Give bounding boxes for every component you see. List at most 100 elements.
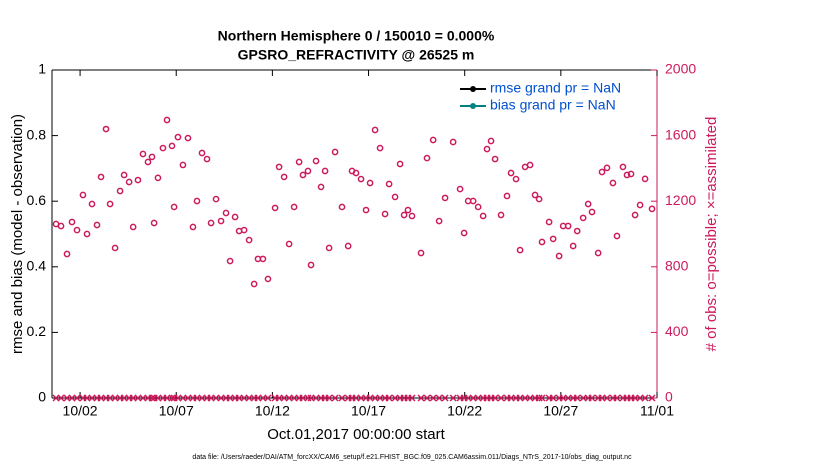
y2-tick-label: 400 xyxy=(665,323,689,339)
possible-marker xyxy=(198,149,206,157)
possible-marker xyxy=(579,214,587,222)
possible-marker xyxy=(116,187,124,195)
possible-marker xyxy=(396,160,404,168)
x-tick-label: 10/12 xyxy=(255,403,290,419)
possible-marker xyxy=(613,232,621,240)
assimilated-marker xyxy=(417,394,425,402)
x-axis-label: Oct.01,2017 00:00:00 start xyxy=(267,426,445,443)
possible-marker xyxy=(193,197,201,205)
possible-marker xyxy=(549,235,557,243)
possible-marker xyxy=(391,193,399,201)
possible-marker xyxy=(139,150,147,158)
assimilated-marker xyxy=(535,394,543,402)
possible-marker xyxy=(362,206,370,214)
possible-marker xyxy=(250,280,258,288)
chart-title: GPSRO_REFRACTIVITY @ 26525 m xyxy=(238,47,475,63)
assimilated-marker xyxy=(449,394,457,402)
possible-marker xyxy=(111,244,119,252)
possible-marker xyxy=(150,219,158,227)
possible-marker xyxy=(627,170,635,178)
possible-marker xyxy=(408,212,416,220)
possible-marker xyxy=(170,203,178,211)
possible-marker xyxy=(125,178,133,186)
possible-marker xyxy=(423,154,431,162)
possible-marker xyxy=(371,126,379,134)
possible-marker xyxy=(325,244,333,252)
y2-tick-label: 800 xyxy=(665,258,689,274)
assimilated-marker xyxy=(57,394,65,402)
possible-marker xyxy=(317,183,325,191)
possible-marker xyxy=(456,185,464,193)
possible-marker xyxy=(295,158,303,166)
possible-marker xyxy=(381,210,389,218)
legend-marker xyxy=(470,86,476,92)
possible-marker xyxy=(97,173,105,181)
possible-marker xyxy=(487,137,495,145)
possible-marker xyxy=(168,142,176,150)
possible-marker xyxy=(531,191,539,199)
legend-box xyxy=(455,77,649,119)
possible-marker xyxy=(57,222,65,230)
possible-marker xyxy=(594,249,602,257)
possible-marker xyxy=(280,173,288,181)
possible-marker xyxy=(474,203,482,211)
possible-marker xyxy=(352,169,360,177)
possible-marker xyxy=(483,145,491,153)
possible-marker xyxy=(497,211,505,219)
possible-marker xyxy=(584,200,592,208)
footnote: data file: /Users/raeder/DAI/ATM_forcXX/… xyxy=(192,454,632,461)
possible-marker xyxy=(106,200,114,208)
assimilated-marker xyxy=(331,394,339,402)
possible-marker xyxy=(417,249,425,257)
possible-marker xyxy=(240,226,248,234)
chart-title: Northern Hemisphere 0 / 150010 = 0.000% xyxy=(218,28,495,44)
possible-marker xyxy=(598,168,606,176)
legend-label: bias grand pr = NaN xyxy=(490,97,616,113)
possible-marker xyxy=(516,246,524,254)
y-tick-label: 1 xyxy=(38,61,46,77)
x-tick-label: 11/01 xyxy=(640,403,674,419)
possible-marker xyxy=(441,194,449,202)
possible-marker xyxy=(290,203,298,211)
possible-marker xyxy=(129,223,137,231)
possible-marker xyxy=(207,219,215,227)
possible-marker xyxy=(163,116,171,124)
assimilated-marker xyxy=(264,394,272,402)
assimilated-marker xyxy=(441,394,449,402)
possible-marker xyxy=(144,158,152,166)
possible-marker xyxy=(366,179,374,187)
x-tick-label: 10/07 xyxy=(159,403,194,419)
possible-marker xyxy=(429,136,437,144)
possible-marker xyxy=(573,227,581,235)
possible-marker xyxy=(231,213,239,221)
possible-marker xyxy=(569,242,577,250)
assimilated-marker xyxy=(325,394,333,402)
possible-marker xyxy=(174,133,182,141)
assimilated-marker xyxy=(603,394,611,402)
possible-marker xyxy=(503,192,511,200)
x-tick-label: 10/17 xyxy=(351,403,386,419)
possible-marker xyxy=(636,201,644,209)
assimilated-marker xyxy=(408,394,416,402)
assimilated-marker xyxy=(429,394,437,402)
assimilated-marker xyxy=(385,394,393,402)
possible-marker xyxy=(63,250,71,258)
assimilated-marker xyxy=(549,394,557,402)
assimilated-marker xyxy=(423,394,431,402)
possible-marker xyxy=(512,175,520,183)
possible-marker xyxy=(619,163,627,171)
possible-marker xyxy=(435,217,443,225)
x-tick-label: 10/27 xyxy=(543,403,578,419)
y-tick-label: 0.8 xyxy=(27,126,47,142)
assimilated-marker xyxy=(648,394,656,402)
possible-marker xyxy=(68,218,76,226)
assimilated-marker xyxy=(338,394,346,402)
assimilated-marker xyxy=(588,394,596,402)
possible-marker xyxy=(88,200,96,208)
possible-marker xyxy=(535,195,543,203)
y2-tick-label: 2000 xyxy=(665,61,696,77)
assimilated-marker xyxy=(168,394,176,402)
possible-marker xyxy=(93,221,101,229)
possible-marker xyxy=(271,204,279,212)
possible-marker xyxy=(120,171,128,179)
